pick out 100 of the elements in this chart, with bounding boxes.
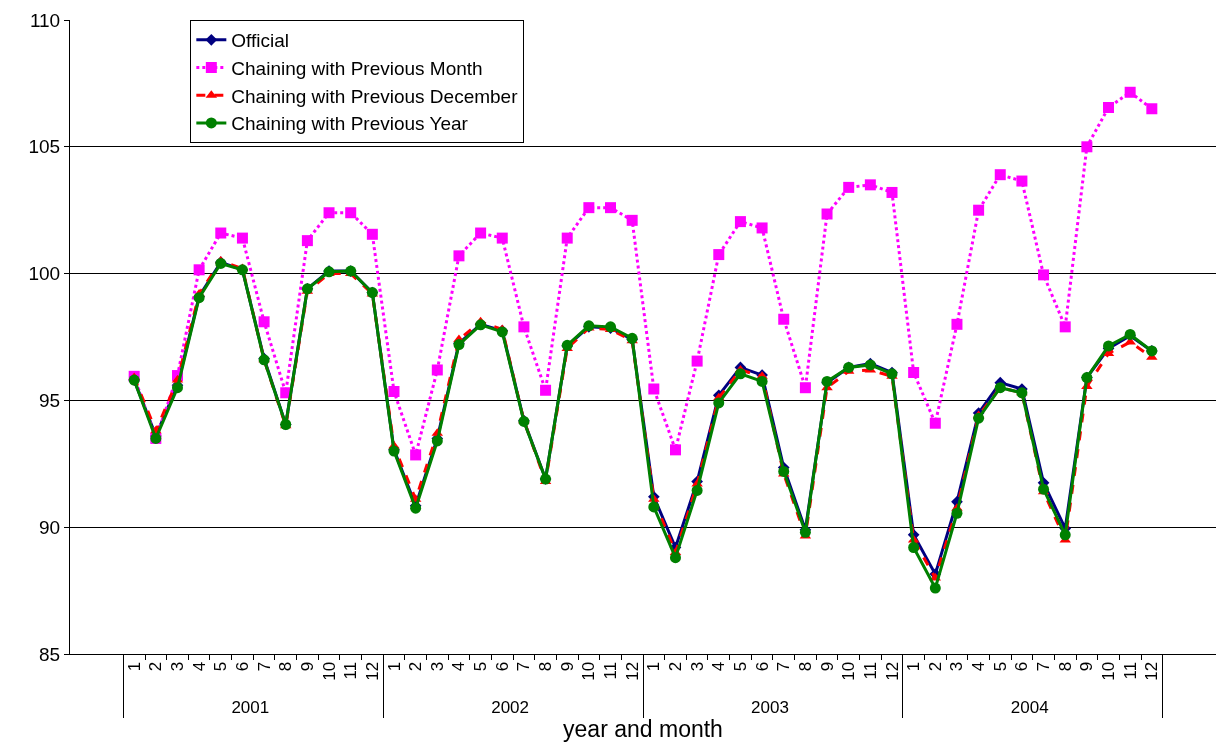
x-tick-label: 4 (189, 661, 209, 672)
point (929, 582, 941, 594)
point (1059, 321, 1071, 333)
point (778, 313, 790, 325)
x-tick-label: 5 (471, 661, 491, 672)
x-tick-label: 7 (1034, 661, 1054, 672)
point (994, 169, 1006, 181)
x-tick-label: 9 (1077, 661, 1097, 672)
x-tick-label: 2 (925, 661, 945, 672)
y-tick-label: 105 (28, 136, 61, 158)
point (908, 367, 920, 378)
point (345, 207, 357, 219)
x-tick-label: 9 (297, 661, 317, 672)
point (756, 222, 768, 234)
point (648, 383, 660, 395)
x-tick-label: 8 (795, 661, 815, 672)
x-tick-label: 9 (557, 661, 577, 672)
point (1146, 103, 1158, 115)
point (193, 264, 205, 276)
x-tick-label: 3 (687, 661, 707, 672)
point (215, 227, 227, 239)
x-tick-label: 5 (990, 661, 1010, 672)
point (583, 202, 595, 214)
point (821, 208, 833, 220)
point (756, 375, 768, 387)
point (691, 355, 703, 367)
point (236, 232, 248, 244)
x-tick-label: 2 (146, 661, 166, 672)
x-tick-label: 4 (709, 661, 729, 672)
x-tick-label: 2 (406, 661, 426, 672)
point (561, 232, 573, 244)
x-tick-label: 9 (817, 661, 837, 672)
x-tick-label: 3 (947, 661, 967, 672)
point (734, 368, 746, 380)
x-tick-label: 10 (579, 661, 599, 681)
point (605, 202, 617, 214)
point (301, 235, 313, 247)
x-tick-label: 10 (319, 661, 339, 681)
point (323, 207, 335, 219)
point (366, 228, 378, 240)
point (951, 507, 963, 519)
point (1038, 269, 1050, 281)
text: 2004 (1010, 698, 1049, 718)
point (886, 186, 898, 198)
x-tick-label: 1 (644, 661, 664, 672)
legend-label: Chaining with Previous Month (231, 57, 483, 79)
x-tick-label: 5 (730, 661, 750, 672)
x-tick-label: 7 (514, 661, 534, 672)
point (713, 249, 725, 261)
x-tick-label: 5 (211, 661, 231, 672)
text: 2002 (491, 698, 530, 718)
point (973, 204, 985, 216)
point (1059, 529, 1071, 541)
point (734, 216, 746, 228)
x-tick-label: 7 (254, 661, 274, 672)
x-tick-label: 12 (622, 661, 642, 681)
x-tick-label: 6 (232, 661, 252, 672)
point (973, 412, 985, 424)
point (1103, 101, 1115, 113)
point (453, 250, 465, 262)
text: 2003 (751, 698, 789, 718)
y-tick-label: 110 (29, 9, 61, 31)
point (540, 384, 552, 396)
point (908, 541, 920, 553)
x-tick-label: 1 (384, 661, 404, 672)
x-tick-label: 11 (601, 661, 621, 680)
point (410, 449, 422, 461)
point (691, 484, 703, 496)
text: 2001 (231, 698, 270, 718)
x-tick-label: 6 (752, 661, 772, 672)
point (843, 181, 855, 193)
point (669, 552, 681, 564)
x-tick-label: 1 (904, 661, 924, 672)
point (518, 321, 530, 333)
x-tick-label: 11 (1120, 661, 1140, 680)
x-tick-label: 10 (839, 661, 859, 681)
x-tick-label: 12 (362, 661, 382, 681)
point (951, 318, 963, 330)
x-tick-label: 8 (1055, 661, 1075, 672)
x-tick-label: 2 (666, 661, 686, 672)
legend-label: Chaining with Previous Year (231, 113, 469, 135)
y-tick-label: 95 (39, 390, 61, 412)
point (431, 364, 443, 376)
x-tick-label: 6 (492, 661, 512, 672)
x-tick-label: 6 (1012, 661, 1032, 672)
x-tick-label: 4 (969, 661, 989, 672)
point (496, 232, 508, 244)
x-tick-label: 8 (276, 661, 296, 672)
y-tick-label: 100 (28, 263, 61, 285)
x-tick-label: 12 (882, 661, 902, 681)
x-tick-label: 1 (124, 661, 144, 672)
x-axis-title: year and month (563, 715, 723, 742)
point (475, 227, 487, 239)
x-tick-label: 7 (774, 661, 794, 672)
point (799, 382, 811, 394)
y-tick-label: 90 (39, 516, 61, 538)
point (388, 386, 400, 398)
x-tick-label: 12 (1142, 661, 1162, 681)
point (713, 397, 725, 409)
point (626, 214, 638, 226)
